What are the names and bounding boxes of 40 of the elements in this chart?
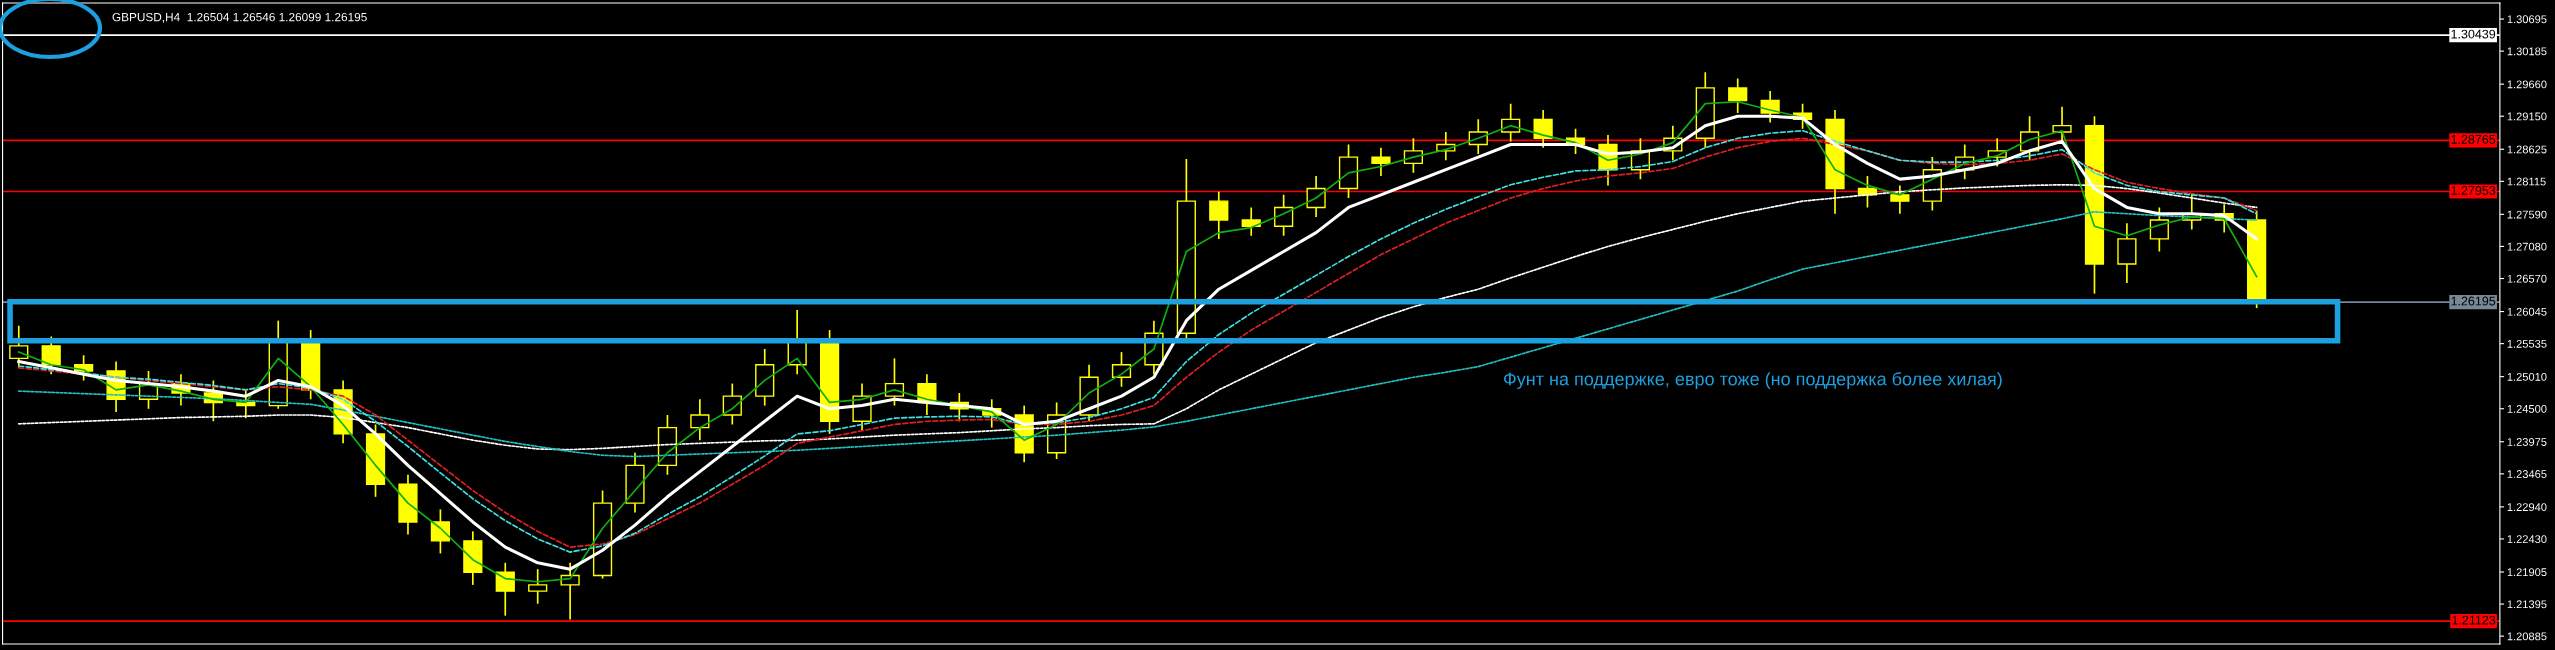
candlestick bbox=[1890, 184, 1910, 215]
text: GBPUSD,H4 1.26504 1.26546 1.26099 1.26195 bbox=[112, 12, 367, 23]
candlestick bbox=[1209, 190, 1229, 240]
ref-line-label: 1.30439 bbox=[2451, 29, 2496, 39]
ref-line-label: 1.27953 bbox=[2451, 186, 2496, 195]
annotation: Фунт на поддержке, евро тоже (но поддержка более хилая) bbox=[1504, 372, 2002, 389]
y-tick-label: 1.24500 bbox=[2507, 405, 2547, 413]
y-tick-label: 1.23465 bbox=[2507, 470, 2547, 478]
candlestick bbox=[560, 562, 580, 621]
y-tick-label: 1.22430 bbox=[2507, 535, 2547, 544]
y-tick-label: 1.25535 bbox=[2507, 339, 2547, 348]
candlestick bbox=[722, 382, 742, 426]
candlestick bbox=[41, 335, 61, 375]
ref-line-label: 1.26195 bbox=[2451, 296, 2496, 306]
y-tick-label: 1.25010 bbox=[2507, 372, 2547, 381]
candlestick bbox=[1306, 175, 1326, 218]
candlestick bbox=[690, 398, 710, 442]
y-tick-label: 1.29660 bbox=[2507, 80, 2547, 89]
y-tick-label: 1.21905 bbox=[2507, 568, 2547, 577]
candlestick bbox=[1728, 77, 1748, 114]
candlestick bbox=[1241, 206, 1261, 237]
candlestick bbox=[1371, 146, 1391, 177]
ref-line-label: 1.21123 bbox=[2452, 615, 2496, 625]
y-tick-label: 1.23975 bbox=[2507, 438, 2547, 446]
candlestick bbox=[2149, 206, 2169, 253]
y-tick-label: 1.30185 bbox=[2507, 47, 2547, 56]
y-tick-label: 1.26570 bbox=[2507, 274, 2547, 283]
y-tick-label: 1.22940 bbox=[2507, 503, 2547, 511]
y-tick-label: 1.21395 bbox=[2507, 600, 2547, 609]
y-tick-label: 1.27590 bbox=[2507, 210, 2547, 219]
y-tick-label: 1.28115 bbox=[2507, 177, 2546, 186]
y-tick-label: 1.26045 bbox=[2507, 307, 2547, 316]
candlestick bbox=[2052, 105, 2072, 143]
y-tick-label: 1.27080 bbox=[2507, 242, 2547, 251]
y-tick-label: 1.20885 bbox=[2507, 632, 2547, 641]
ref-line-label: 1.28765 bbox=[2451, 134, 2496, 144]
y-tick-label: 1.30695 bbox=[2507, 15, 2547, 24]
candlestick bbox=[528, 568, 548, 605]
y-tick-label: 1.28625 bbox=[2507, 145, 2547, 154]
y-tick-label: 1.29150 bbox=[2507, 112, 2547, 121]
